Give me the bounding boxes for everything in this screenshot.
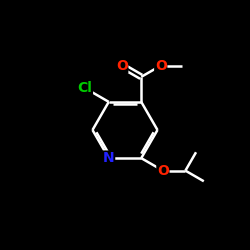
- Text: O: O: [116, 58, 128, 72]
- Text: Cl: Cl: [78, 81, 92, 95]
- Text: N: N: [103, 151, 115, 165]
- Text: O: O: [155, 58, 167, 72]
- Text: O: O: [157, 164, 169, 178]
